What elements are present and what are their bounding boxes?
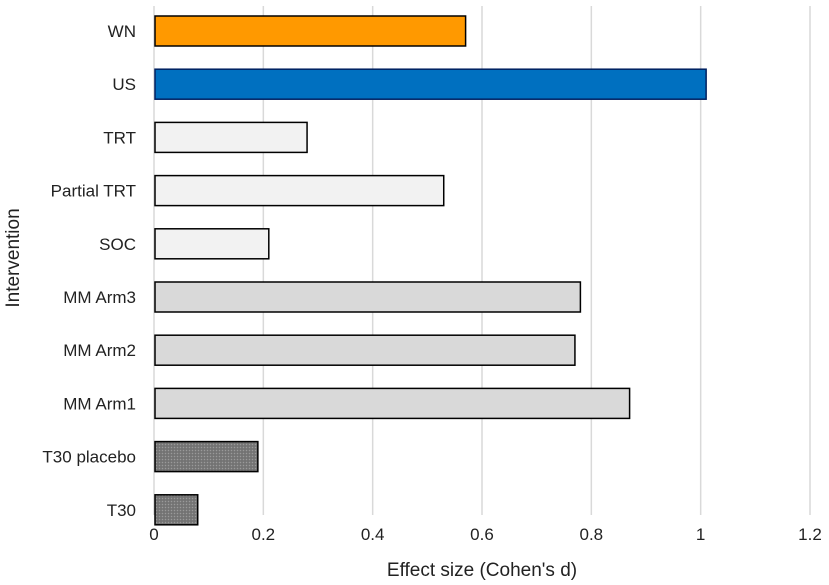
- category-labels: WN US TRT Partial TRT SOC MM Arm3 MM Arm2 MM Ar…: [42, 22, 136, 520]
- x-tick-label: 0.8: [580, 525, 604, 544]
- category-label-partial-trt: Partial TRT: [51, 182, 136, 201]
- bar-soc: [154, 228, 270, 260]
- bar-mm-arm3: [154, 281, 582, 313]
- category-label-mm-arm3: MM Arm3: [63, 288, 136, 307]
- y-axis-title: Intervention: [3, 208, 24, 307]
- bars: [154, 15, 707, 526]
- bar-us: [154, 68, 707, 100]
- x-tick-labels: 0 0.2 0.4 0.6 0.8 1 1.2: [149, 525, 822, 544]
- category-label-trt: TRT: [103, 128, 136, 147]
- category-label-us: US: [112, 75, 136, 94]
- category-label-mm-arm1: MM Arm1: [63, 394, 136, 413]
- category-label-soc: SOC: [99, 235, 136, 254]
- bar-wn: [154, 15, 467, 47]
- bar-t30: [154, 494, 199, 526]
- bar-mm-arm2: [154, 334, 576, 366]
- bar-t30-placebo: [154, 440, 259, 473]
- bar-trt: [154, 121, 308, 154]
- category-label-wn: WN: [108, 22, 136, 41]
- x-tick-label: 0.4: [361, 525, 385, 544]
- x-tick-label: 1: [696, 525, 705, 544]
- category-label-mm-arm2: MM Arm2: [63, 341, 136, 360]
- bar-mm-arm1: [154, 387, 631, 420]
- x-tick-label: 0.6: [470, 525, 494, 544]
- x-axis-title: Effect size (Cohen's d): [387, 560, 577, 581]
- x-tick-label: 1.2: [798, 525, 822, 544]
- bar-partial-trt: [154, 174, 445, 207]
- x-tick-label: 0: [149, 525, 158, 544]
- x-tick-label: 0.2: [252, 525, 276, 544]
- category-label-t30: T30: [107, 501, 136, 520]
- category-label-t30-placebo: T30 placebo: [42, 448, 136, 467]
